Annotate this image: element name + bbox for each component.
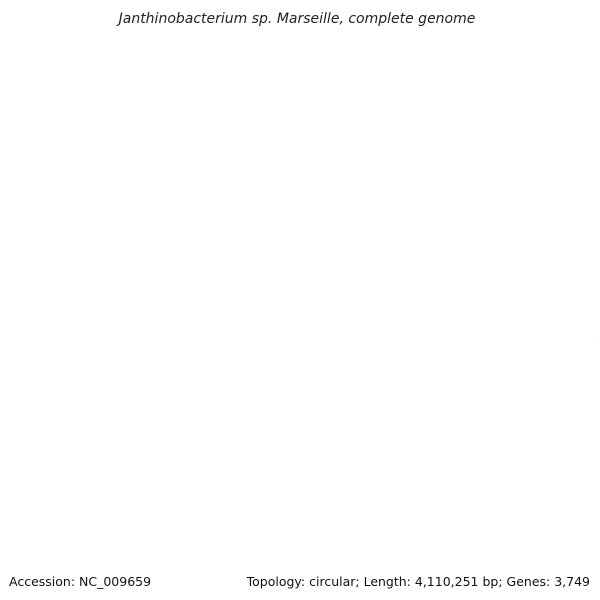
accession-text: Accession: NC_009659 xyxy=(9,574,151,589)
genome-summary: Topology: circular; Length: 4,110,251 bp… xyxy=(246,574,590,589)
map-title: Janthinobacterium sp. Marseille, complet… xyxy=(116,11,476,27)
